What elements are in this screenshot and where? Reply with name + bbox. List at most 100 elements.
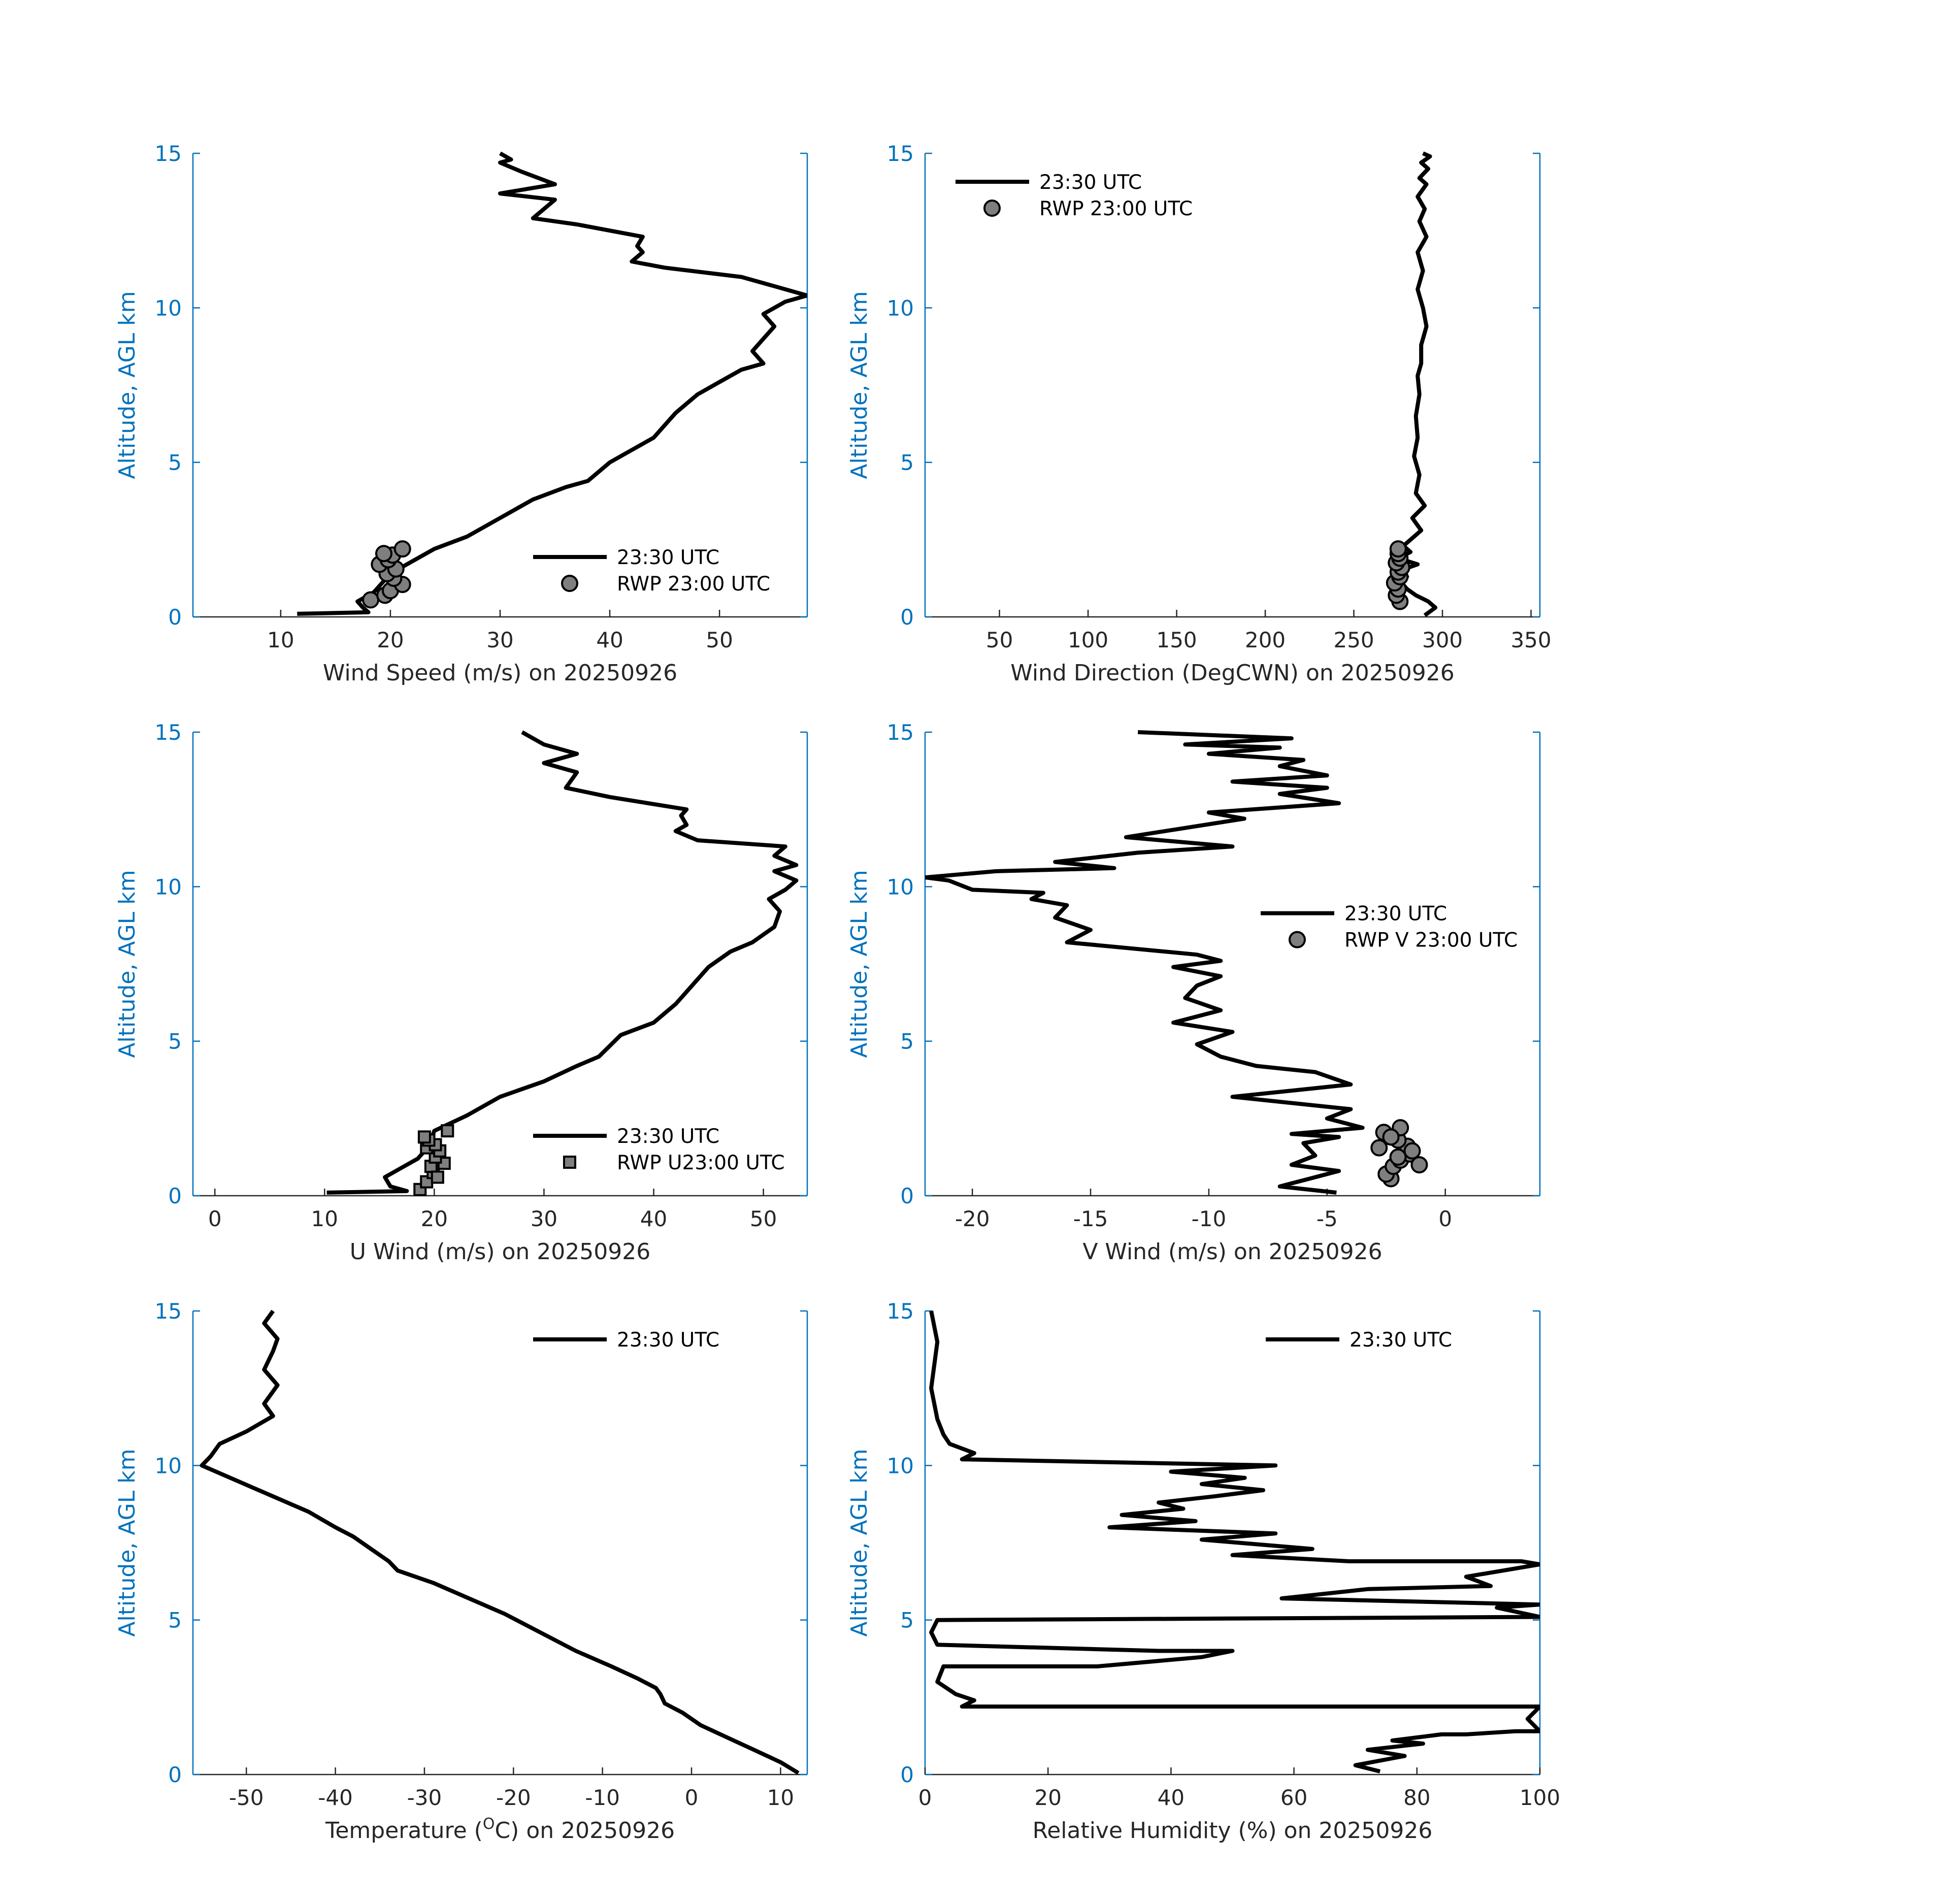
y-tick-label: 5 bbox=[900, 1029, 914, 1054]
x-axis-label: U Wind (m/s) on 20250926 bbox=[350, 1239, 650, 1265]
rwp-point bbox=[1389, 1148, 1407, 1166]
y-tick-label: 10 bbox=[887, 1453, 914, 1478]
x-tick-label: 30 bbox=[486, 628, 513, 652]
y-tick-label: 5 bbox=[900, 1608, 914, 1633]
legend-label: 23:30 UTC bbox=[617, 1125, 719, 1148]
y-tick-label: 0 bbox=[900, 1184, 914, 1208]
rwp-point bbox=[1382, 1128, 1400, 1146]
x-tick-label: 60 bbox=[1280, 1785, 1307, 1810]
x-tick-label: 150 bbox=[1156, 628, 1197, 652]
x-tick-label: 250 bbox=[1333, 628, 1374, 652]
legend-circle-swatch bbox=[983, 200, 1001, 217]
y-axis-label: Altitude, AGL km bbox=[114, 291, 140, 479]
x-tick-label: -10 bbox=[1192, 1206, 1227, 1231]
y-tick-label: 10 bbox=[155, 874, 182, 899]
legend-label: 23:30 UTC bbox=[617, 546, 719, 569]
x-axis-label: Wind Direction (DegCWN) on 20250926 bbox=[1010, 660, 1454, 686]
x-tick-label: 40 bbox=[1158, 1785, 1184, 1810]
x-axis-label-text: U Wind (m/s) on 20250926 bbox=[350, 1239, 650, 1265]
legend-label: RWP 23:00 UTC bbox=[617, 573, 770, 596]
y-tick-label: 10 bbox=[155, 296, 182, 320]
legend-label: RWP 23:00 UTC bbox=[1039, 198, 1193, 220]
x-tick-label: 50 bbox=[750, 1206, 777, 1231]
chart-wd: 0 5 10 15 50 100 150 200 250 300 350 Wind Direction… bbox=[846, 141, 1552, 686]
x-tick-label: 20 bbox=[421, 1206, 448, 1231]
y-axis-label: Altitude, AGL km bbox=[846, 870, 872, 1058]
x-tick-label: 0 bbox=[918, 1785, 932, 1810]
x-tick-label: 100 bbox=[1520, 1785, 1560, 1810]
x-tick-label: 200 bbox=[1245, 628, 1286, 652]
rwp-point bbox=[362, 591, 380, 609]
legend: 23:30 UTC RWP V 23:00 UTC bbox=[1261, 903, 1518, 952]
legend-circle-swatch bbox=[561, 575, 578, 592]
y-axis-label: Altitude, AGL km bbox=[114, 870, 140, 1058]
y-tick-label: 0 bbox=[168, 1762, 182, 1787]
rwp-point bbox=[1403, 1142, 1421, 1160]
chart-t: 0 5 10 15 -50 -40 -30 -20 -10 0 10 Temperature (OC)… bbox=[114, 1299, 808, 1844]
y-tick-label: 5 bbox=[168, 1029, 182, 1054]
legend: 23:30 UTC RWP 23:00 UTC bbox=[956, 171, 1193, 220]
x-tick-label: 0 bbox=[208, 1206, 222, 1231]
legend: 23:30 UTC RWP 23:00 UTC bbox=[533, 546, 770, 596]
y-tick-label: 0 bbox=[168, 605, 182, 630]
x-tick-label: 80 bbox=[1403, 1785, 1430, 1810]
rwp-point bbox=[417, 1130, 431, 1144]
x-tick-label: 50 bbox=[706, 628, 733, 652]
y-axis-label: Altitude, AGL km bbox=[846, 1449, 872, 1636]
legend: 23:30 UTC bbox=[1266, 1329, 1452, 1352]
y-tick-label: 10 bbox=[887, 296, 914, 320]
x-tick-label: 0 bbox=[1438, 1206, 1452, 1231]
x-tick-label: 350 bbox=[1510, 628, 1551, 652]
rwp-point bbox=[393, 540, 411, 558]
x-axis-label-text: Temperature ( bbox=[325, 1818, 483, 1844]
y-tick-label: 0 bbox=[900, 1762, 914, 1787]
x-tick-label: 10 bbox=[267, 628, 294, 652]
x-tick-label: 20 bbox=[377, 628, 404, 652]
x-tick-label: 10 bbox=[767, 1785, 794, 1810]
x-axis-label: Wind Speed (m/s) on 20250926 bbox=[323, 660, 677, 686]
legend-label: RWP U23:00 UTC bbox=[617, 1152, 785, 1174]
y-axis-label: Altitude, AGL km bbox=[114, 1449, 140, 1636]
x-axis-label-text: Wind Direction (DegCWN) on 20250926 bbox=[1010, 660, 1454, 686]
rwp-point bbox=[431, 1170, 444, 1184]
y-tick-label: 15 bbox=[887, 141, 914, 166]
y-axis-label: Altitude, AGL km bbox=[846, 291, 872, 479]
y-tick-label: 10 bbox=[887, 874, 914, 899]
x-tick-label: -30 bbox=[407, 1785, 442, 1810]
chart-rh: 0 5 10 15 0 20 40 60 80 100 Relative Humidity (%) … bbox=[846, 1299, 1560, 1844]
x-axis-label-sup: O bbox=[483, 1815, 495, 1833]
chart-ws: 0 5 10 15 10 20 30 40 50 Wind Speed (m/s) on 2025… bbox=[114, 141, 808, 686]
y-tick-label: 0 bbox=[900, 605, 914, 630]
x-tick-label: -5 bbox=[1316, 1206, 1338, 1231]
x-tick-label: 10 bbox=[311, 1206, 338, 1231]
rwp-point bbox=[1389, 540, 1407, 558]
x-tick-label: -15 bbox=[1073, 1206, 1108, 1231]
x-tick-label: 40 bbox=[640, 1206, 667, 1231]
series-line bbox=[200, 1309, 800, 1775]
rwp-point bbox=[375, 545, 392, 563]
legend-label: 23:30 UTC bbox=[1349, 1329, 1452, 1352]
x-tick-label: -20 bbox=[955, 1206, 990, 1231]
y-tick-label: 0 bbox=[168, 1184, 182, 1208]
legend-label: 23:30 UTC bbox=[617, 1329, 719, 1352]
y-tick-label: 5 bbox=[168, 1608, 182, 1633]
legend: 23:30 UTC RWP U23:00 UTC bbox=[533, 1125, 785, 1174]
x-tick-label: -40 bbox=[318, 1785, 353, 1810]
x-axis-label-text: V Wind (m/s) on 20250926 bbox=[1082, 1239, 1382, 1265]
y-tick-label: 5 bbox=[900, 450, 914, 475]
y-tick-label: 15 bbox=[155, 141, 182, 166]
series-line bbox=[297, 151, 807, 616]
chart-v: 0 5 10 15 -20 -15 -10 -5 0 V Wind (m/s) on 202509… bbox=[846, 720, 1541, 1265]
chart-u: 0 5 10 15 0 10 20 30 40 50 U Wind (m/s) on 2025092… bbox=[114, 720, 808, 1265]
x-axis-label-text: Relative Humidity (%) on 20250926 bbox=[1033, 1818, 1433, 1844]
x-tick-label: 40 bbox=[596, 628, 623, 652]
rwp-point bbox=[1410, 1156, 1428, 1174]
rwp-point bbox=[441, 1124, 454, 1138]
x-tick-label: 30 bbox=[531, 1206, 557, 1231]
x-axis-label: Relative Humidity (%) on 20250926 bbox=[1033, 1818, 1433, 1844]
x-tick-label: -20 bbox=[496, 1785, 531, 1810]
x-tick-label: 20 bbox=[1034, 1785, 1061, 1810]
y-tick-label: 5 bbox=[168, 450, 182, 475]
x-tick-label: -50 bbox=[229, 1785, 264, 1810]
